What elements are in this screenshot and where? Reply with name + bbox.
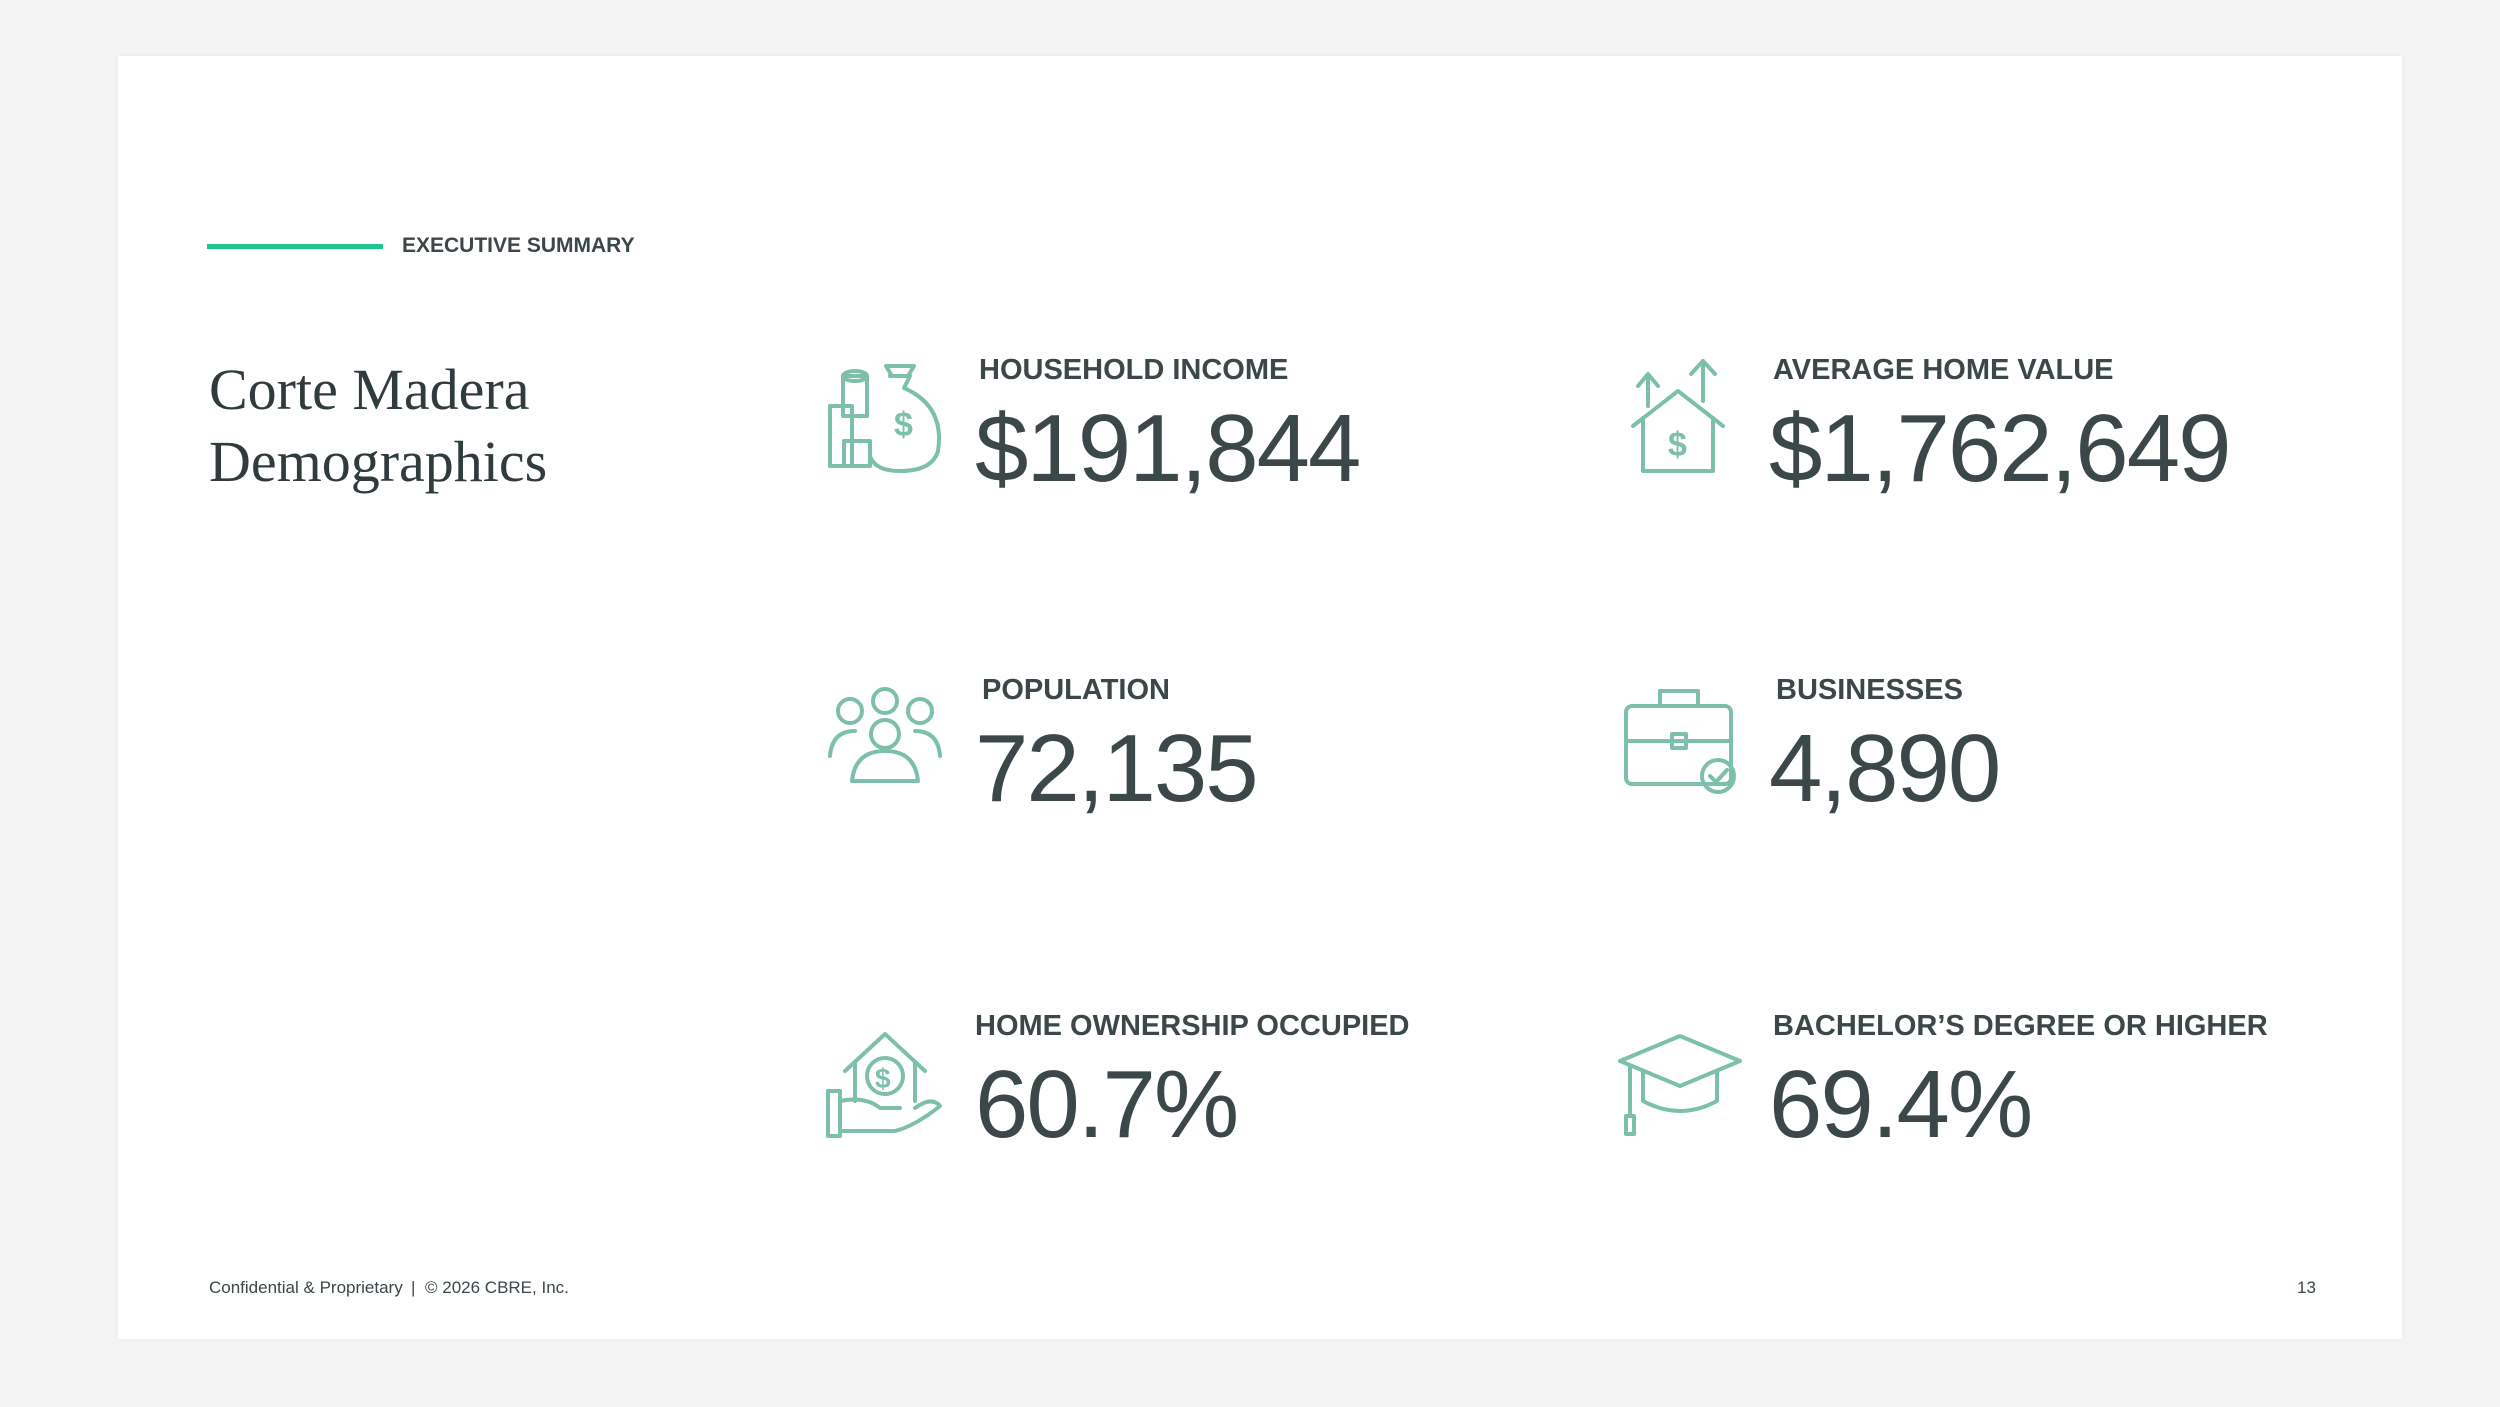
icon-home-ownership: $ [826, 1032, 942, 1138]
stat-label: POPULATION [982, 674, 1170, 706]
stat-value: $191,844 [975, 395, 1361, 502]
stat-label: HOME OWNERSHIP OCCUPIED [975, 1010, 1410, 1042]
icon-money-bag: $ [828, 364, 941, 473]
stat-label: HOUSEHOLD INCOME [979, 354, 1289, 386]
stat-value: 60.7% [975, 1051, 1239, 1158]
svg-text:$: $ [894, 406, 913, 444]
stat-label: BACHELOR’S DEGREE OR HIGHER [1773, 1010, 2268, 1042]
footer-confidential: Confidential & Proprietary [209, 1278, 403, 1297]
icon-businesses [1624, 689, 1736, 794]
accent-rule [207, 244, 383, 249]
svg-text:$: $ [875, 1063, 891, 1094]
stat-label: AVERAGE HOME VALUE [1773, 354, 2114, 386]
title: Demographics [209, 429, 548, 494]
title: Corte Madera [209, 357, 530, 422]
stat-value: 69.4% [1769, 1051, 2033, 1158]
svg-text:$: $ [1668, 426, 1687, 464]
icon-home-value: $ [1631, 359, 1725, 473]
icon-graduation [1618, 1034, 1742, 1136]
footer-separator: | [411, 1278, 416, 1297]
page-number: 13 [2297, 1278, 2316, 1297]
icon-population [828, 687, 942, 783]
footer-copyright: © 2026 CBRE, Inc. [425, 1278, 569, 1297]
slide: EXECUTIVE SUMMARY Corte Madera Demograph… [118, 56, 2402, 1339]
stat-value: $1,762,649 [1769, 395, 2231, 502]
section-label: EXECUTIVE SUMMARY [402, 234, 635, 257]
stat-value: 4,890 [1769, 715, 2001, 822]
stat-label: BUSINESSES [1776, 674, 1963, 706]
stat-value: 72,135 [975, 715, 1259, 822]
